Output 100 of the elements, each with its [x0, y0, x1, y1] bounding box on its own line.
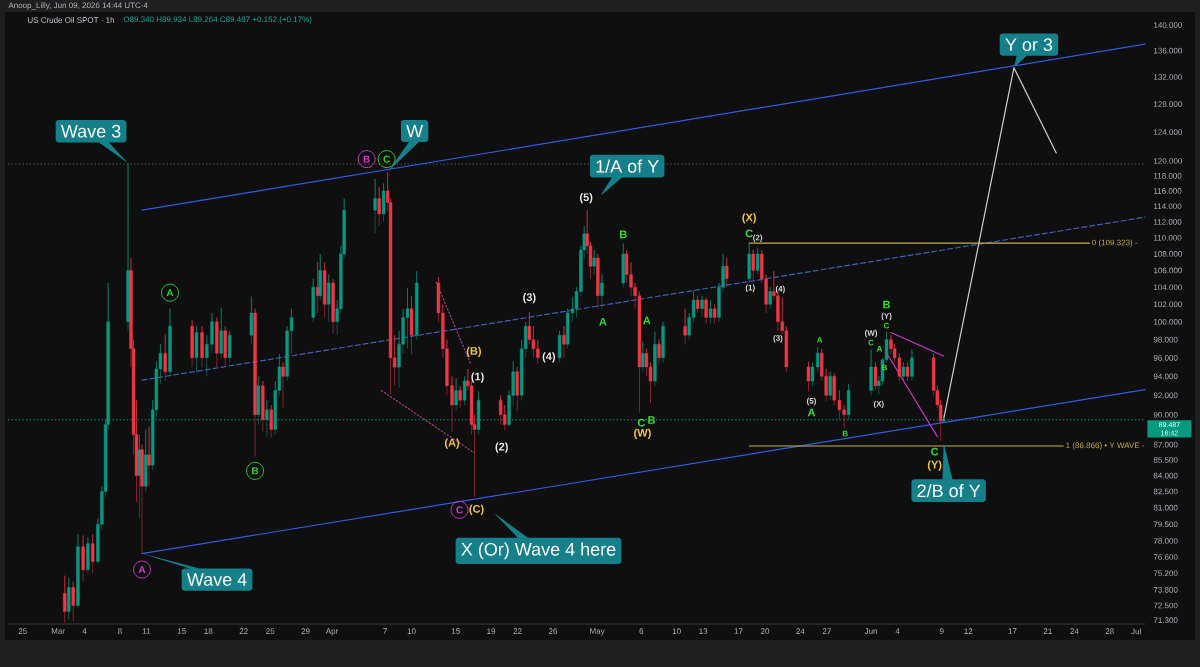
text: Anoop_Lilly, Jun 09, 2026 14:44 UTC-4 [8, 2, 148, 10]
y-tick-label: 114.000 [1154, 203, 1182, 210]
candlestick [683, 308, 687, 345]
annotation: C [931, 447, 939, 456]
candlestick [377, 186, 381, 227]
x-tick-label: 26 [548, 628, 558, 634]
y-tick-label: 94.000 [1153, 373, 1178, 380]
y-tick-label: 78.000 [1153, 538, 1178, 544]
x-tick-label: 7 [383, 628, 387, 634]
candlestick [415, 270, 419, 340]
candlestick [454, 377, 458, 411]
candlestick [373, 178, 377, 234]
y-tick-label: 75.200 [1153, 570, 1178, 577]
y-tick-label: 112.000 [1154, 219, 1182, 225]
candlestick [144, 429, 148, 492]
y-tick-label: 100.000 [1154, 318, 1183, 325]
candlestick [331, 278, 335, 334]
candlestick [704, 297, 708, 324]
candlestick [81, 535, 85, 582]
candlestick [700, 295, 704, 318]
annotation: Y or 3 [1005, 38, 1053, 52]
y-tick-label: 110.000 [1154, 234, 1182, 241]
candlestick [223, 325, 227, 368]
x-tick-label: 24 [1070, 628, 1079, 634]
y-tick-label: 72.500 [1153, 602, 1178, 609]
candlestick [557, 330, 562, 363]
candlestick [462, 376, 467, 406]
candlestick [751, 249, 755, 282]
x-tick-label: 24 [796, 628, 805, 634]
candlestick [405, 287, 410, 349]
annotation: (Y) [927, 460, 942, 471]
x-tick-label: 4 [895, 628, 900, 634]
annotation: (4) [542, 352, 556, 363]
candlestick [901, 362, 906, 382]
x-tick-label: Jun [864, 628, 877, 634]
annotation: W [406, 124, 424, 138]
annotation: A [138, 566, 146, 573]
annotation: (4) [775, 285, 785, 294]
candlestick [910, 349, 914, 382]
candlestick [621, 243, 625, 288]
candlestick [318, 253, 322, 301]
x-tick-label: 18 [204, 628, 213, 634]
y-tick-label: 84.000 [1153, 472, 1178, 479]
candlestick [322, 261, 327, 318]
candlestick [600, 274, 604, 309]
annotation: B [648, 416, 656, 424]
annotation: (2) [495, 442, 508, 453]
annotation: (3) [523, 293, 536, 304]
candlestick [592, 249, 596, 275]
annotation: A [599, 317, 607, 326]
annotation: (A) [444, 438, 460, 449]
x-tick-label: 10 [672, 628, 681, 634]
y-tick-label: 132.000 [1154, 74, 1183, 80]
candlestick [653, 331, 657, 387]
annotation: B [882, 364, 888, 371]
x-tick-label: 6 [639, 628, 644, 634]
x-tick-label: 15 [451, 628, 460, 634]
annotation: (W) [865, 329, 878, 338]
candlestick [249, 296, 254, 345]
annotation: Wave 4 [186, 573, 247, 586]
candlestick [381, 183, 386, 223]
candlestick [905, 362, 910, 382]
x-tick-label: 25 [266, 628, 275, 634]
annotation: A [816, 337, 823, 343]
candlestick [265, 399, 269, 437]
candlestick [281, 362, 285, 409]
series-label: 0 (109.323) - [1092, 239, 1138, 247]
candlestick [261, 380, 265, 432]
y-tick-label: 102.000 [1154, 301, 1183, 308]
candlestick [562, 325, 566, 359]
annotation: (C) [469, 504, 484, 515]
candlestick [253, 308, 257, 458]
candlestick [657, 339, 661, 365]
candlestick [67, 577, 71, 621]
annotation: (Y) [881, 312, 892, 321]
candlestick [695, 295, 700, 314]
x-tick-label: 12 [964, 628, 973, 634]
y-tick-label: 140.000 [1154, 22, 1183, 28]
candlestick [63, 575, 67, 623]
candlestick [708, 299, 713, 324]
candlestick [269, 404, 273, 438]
candlestick [828, 371, 832, 401]
x-tick-label: 22 [513, 628, 522, 634]
annotation: (5) [579, 193, 593, 204]
candlestick [228, 330, 232, 363]
candlestick [163, 333, 167, 382]
y-tick-label: 120.000 [1154, 158, 1183, 164]
annotation: 1/A of Y [596, 159, 659, 173]
annotation: (X) [742, 213, 756, 224]
x-tick-label: 22 [239, 628, 248, 634]
annotation: B [252, 467, 259, 475]
annotation: B [620, 230, 627, 239]
y-tick-label: 79.500 [1153, 521, 1178, 528]
y-tick-label: 98.000 [1153, 336, 1178, 343]
y-tick-label: 82.500 [1153, 488, 1178, 495]
y-tick-label: 71.300 [1153, 617, 1178, 623]
x-tick-label: 4 [82, 628, 87, 634]
x-tick-label: 9 [939, 628, 944, 634]
candlestick [725, 257, 729, 288]
candlestick [126, 162, 130, 331]
